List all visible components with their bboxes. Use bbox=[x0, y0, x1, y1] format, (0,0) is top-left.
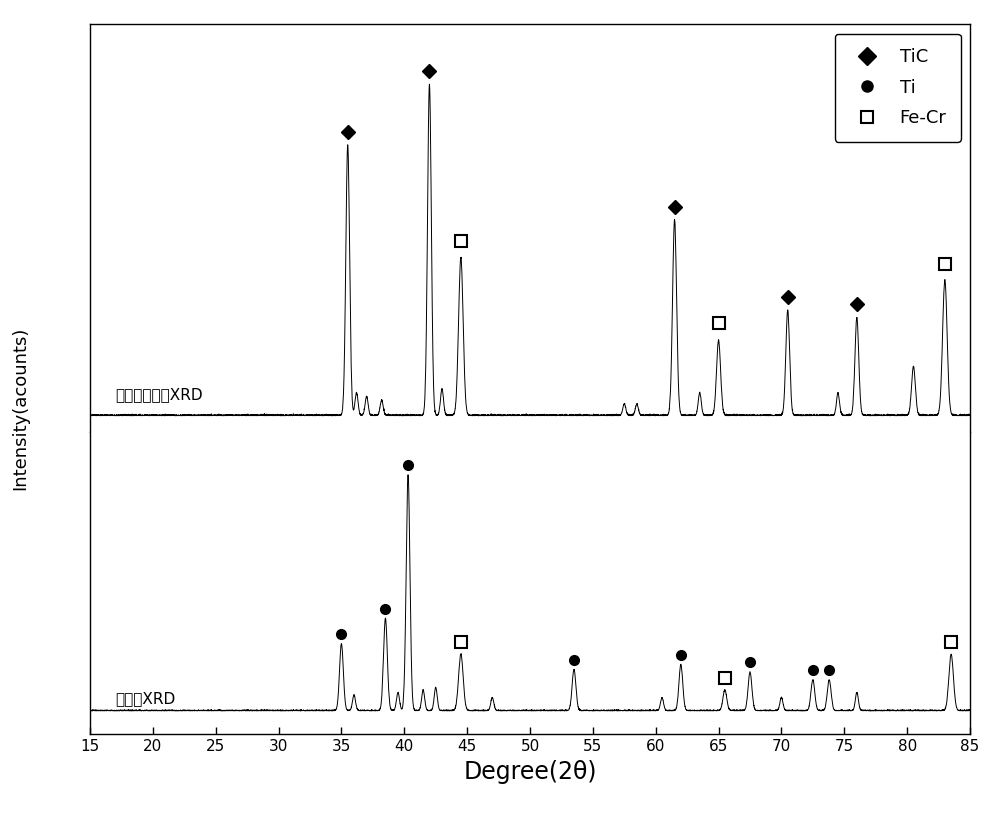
Legend: TiC, Ti, Fe-Cr: TiC, Ti, Fe-Cr bbox=[835, 33, 961, 142]
Text: 镀钓后XRD: 镀钓后XRD bbox=[115, 691, 175, 706]
X-axis label: Degree(2θ): Degree(2θ) bbox=[463, 760, 597, 784]
Text: Intensity(acounts): Intensity(acounts) bbox=[11, 326, 29, 490]
Text: 镀钓热处理后XRD: 镀钓热处理后XRD bbox=[115, 388, 203, 402]
